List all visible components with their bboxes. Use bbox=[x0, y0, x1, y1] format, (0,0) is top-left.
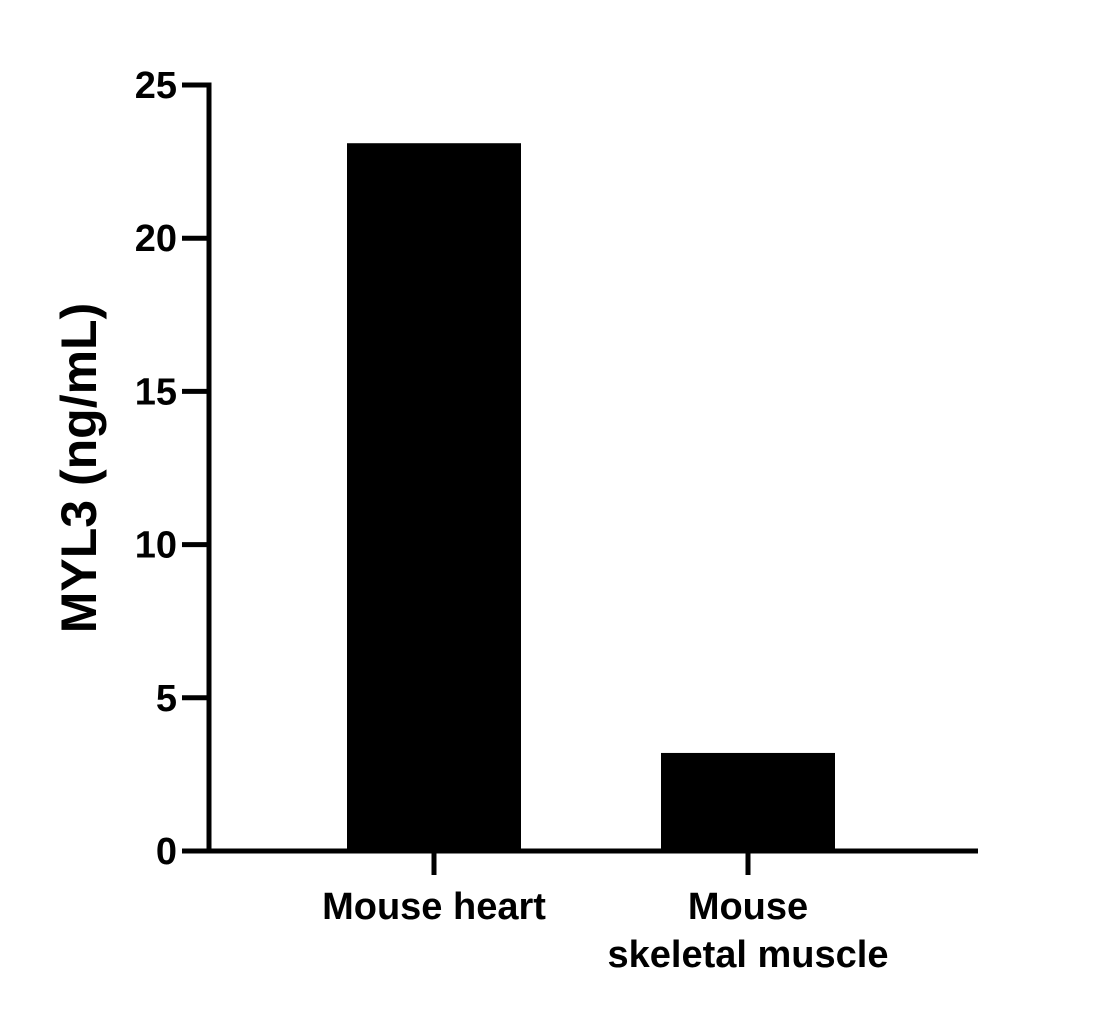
bar-1 bbox=[347, 143, 521, 851]
y-tick-label-0: 0 bbox=[156, 831, 177, 873]
y-tick-label-20: 20 bbox=[135, 218, 177, 260]
x-tick-label-2-line-1: Mouse bbox=[688, 886, 808, 928]
x-tick-label-2-line-2: skeletal muscle bbox=[608, 934, 889, 976]
y-tick-label-5: 5 bbox=[156, 678, 177, 720]
x-ticks-layer: Mouse heart Mouse skeletal muscle bbox=[322, 851, 888, 976]
x-tick-label-1-line-1: Mouse heart bbox=[322, 886, 546, 928]
y-ticks-layer: 0 5 10 15 20 25 bbox=[135, 65, 209, 873]
axes-layer bbox=[206, 82, 978, 854]
y-tick-label-15: 15 bbox=[135, 371, 177, 413]
bar-2 bbox=[661, 752, 835, 851]
bars-layer bbox=[347, 143, 835, 851]
y-tick-label-10: 10 bbox=[135, 525, 177, 567]
y-axis-title: MYL3 (ng/mL) bbox=[51, 303, 107, 634]
y-tick-label-25: 25 bbox=[135, 65, 177, 107]
